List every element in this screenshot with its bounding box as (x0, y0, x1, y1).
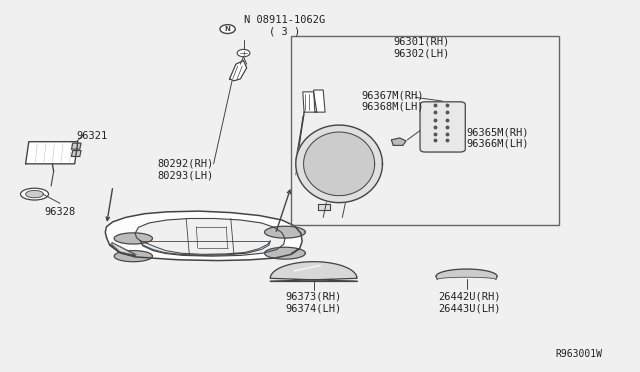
Ellipse shape (20, 188, 49, 200)
Polygon shape (303, 92, 317, 112)
Polygon shape (270, 262, 357, 281)
Text: 96301(RH)
96302(LH): 96301(RH) 96302(LH) (394, 37, 449, 58)
Polygon shape (114, 233, 152, 244)
Polygon shape (314, 90, 325, 112)
Polygon shape (135, 218, 285, 256)
Polygon shape (72, 143, 81, 149)
Text: R963001W: R963001W (556, 349, 603, 359)
Polygon shape (436, 269, 497, 279)
Polygon shape (111, 243, 136, 256)
Text: N 08911-1062G
    ( 3 ): N 08911-1062G ( 3 ) (244, 15, 324, 36)
Polygon shape (140, 241, 270, 256)
Text: 26442U(RH)
26443U(LH): 26442U(RH) 26443U(LH) (438, 292, 501, 313)
Polygon shape (318, 205, 330, 210)
Text: 96367M(RH)
96368M(LH): 96367M(RH) 96368M(LH) (362, 90, 424, 112)
Ellipse shape (220, 25, 236, 33)
Polygon shape (264, 247, 305, 259)
Polygon shape (303, 132, 374, 196)
FancyBboxPatch shape (420, 102, 465, 152)
Text: 96365M(RH)
96366M(LH): 96365M(RH) 96366M(LH) (467, 127, 529, 149)
Polygon shape (114, 251, 152, 262)
Polygon shape (26, 142, 78, 164)
Polygon shape (72, 151, 81, 157)
Polygon shape (230, 61, 246, 81)
Polygon shape (105, 211, 302, 260)
Polygon shape (296, 125, 383, 203)
Text: N: N (225, 26, 230, 32)
Text: 96373(RH)
96374(LH): 96373(RH) 96374(LH) (285, 292, 342, 313)
Text: 96321: 96321 (77, 131, 108, 141)
Ellipse shape (26, 190, 44, 198)
Text: 96328: 96328 (45, 207, 76, 217)
Polygon shape (392, 138, 406, 145)
Ellipse shape (237, 49, 250, 57)
Text: 80292(RH)
80293(LH): 80292(RH) 80293(LH) (157, 158, 214, 180)
Polygon shape (264, 226, 305, 238)
